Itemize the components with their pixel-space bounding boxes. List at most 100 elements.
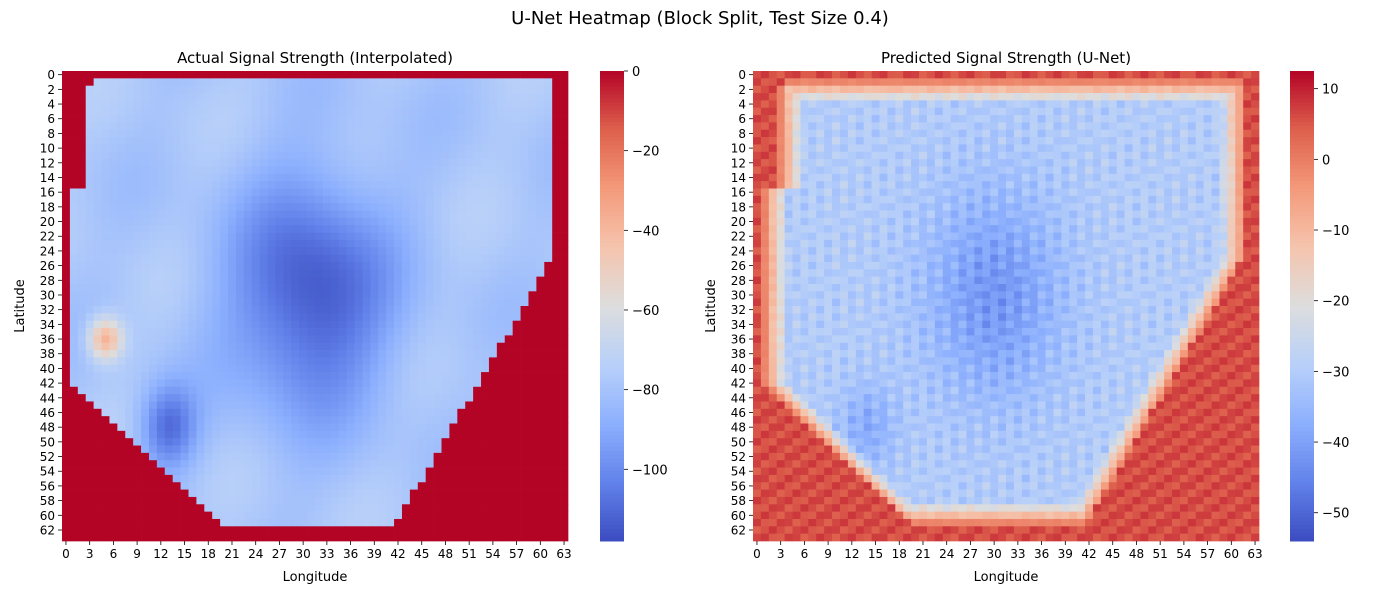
heatmap-cell — [268, 343, 276, 351]
heatmap-cell — [386, 291, 394, 299]
heatmap-cell — [465, 335, 473, 343]
heatmap-cell — [394, 247, 402, 255]
heatmap-cell — [513, 291, 521, 299]
heatmap-cell — [149, 306, 157, 314]
heatmap-cell — [268, 401, 276, 409]
heatmap-cell — [165, 93, 173, 101]
heatmap-cell — [157, 247, 165, 255]
heatmap-cell — [410, 409, 418, 417]
heatmap-cell — [1061, 108, 1069, 116]
heatmap-cell — [299, 446, 307, 454]
heatmap-cell — [793, 78, 801, 86]
heatmap-cell — [236, 512, 244, 520]
heatmap-cell — [212, 144, 220, 152]
heatmap-cell — [283, 100, 291, 108]
heatmap-cell — [1251, 122, 1259, 130]
heatmap-cell — [125, 181, 133, 189]
heatmap-cell — [418, 357, 426, 365]
heatmap-cell — [394, 357, 402, 365]
heatmap-cell — [442, 86, 450, 94]
heatmap-cell — [927, 71, 935, 79]
heatmap-cell — [536, 203, 544, 211]
heatmap-cell — [505, 504, 513, 512]
heatmap-cell — [228, 328, 236, 336]
heatmap-cell — [473, 519, 481, 527]
heatmap-cell — [465, 299, 473, 307]
heatmap-cell — [1053, 78, 1061, 86]
heatmap-cell — [109, 93, 117, 101]
heatmap-cell — [560, 262, 568, 270]
heatmap-cell — [473, 357, 481, 365]
heatmap-cell — [117, 468, 125, 476]
heatmap-cell — [521, 277, 529, 285]
heatmap-cell — [1022, 115, 1030, 123]
heatmap-cell — [189, 343, 197, 351]
heatmap-cell — [560, 306, 568, 314]
heatmap-cell — [552, 166, 560, 174]
heatmap-cell — [1069, 93, 1077, 101]
heatmap-cell — [165, 512, 173, 520]
heatmap-cell — [1046, 130, 1054, 138]
heatmap-cell — [1053, 115, 1061, 123]
heatmap-cell — [370, 78, 378, 86]
x-tick-label: 63 — [556, 547, 571, 561]
heatmap-cell — [442, 424, 450, 432]
heatmap-cell — [189, 504, 197, 512]
heatmap-cell — [426, 100, 434, 108]
heatmap-cell — [102, 299, 110, 307]
heatmap-cell — [410, 313, 418, 321]
heatmap-cell — [919, 86, 927, 94]
heatmap-cell — [513, 343, 521, 351]
heatmap-cell — [141, 401, 149, 409]
heatmap-cell — [536, 416, 544, 424]
heatmap-cell — [769, 137, 777, 145]
heatmap-cell — [323, 137, 331, 145]
heatmap-cell — [236, 409, 244, 417]
heatmap-cell — [339, 343, 347, 351]
heatmap-cell — [1196, 122, 1204, 130]
heatmap-cell — [800, 144, 808, 152]
heatmap-cell — [283, 468, 291, 476]
heatmap-cell — [761, 137, 769, 145]
heatmap-cell — [339, 482, 347, 490]
heatmap-cell — [911, 115, 919, 123]
heatmap-cell — [212, 269, 220, 277]
heatmap-cell — [62, 446, 70, 454]
heatmap-cell — [418, 299, 426, 307]
heatmap-cell — [966, 78, 974, 86]
heatmap-cell — [402, 284, 410, 292]
heatmap-cell — [181, 122, 189, 130]
heatmap-cell — [125, 299, 133, 307]
heatmap-cell — [117, 115, 125, 123]
colorbar-segment — [600, 490, 624, 494]
heatmap-cell — [157, 313, 165, 321]
heatmap-cell — [410, 343, 418, 351]
heatmap-cell — [204, 203, 212, 211]
heatmap-cell — [133, 122, 141, 130]
heatmap-cell — [426, 438, 434, 446]
heatmap-cell — [347, 519, 355, 527]
heatmap-cell — [157, 357, 165, 365]
heatmap-cell — [125, 350, 133, 358]
heatmap-cell — [212, 313, 220, 321]
heatmap-cell — [497, 299, 505, 307]
heatmap-cell — [386, 86, 394, 94]
heatmap-cell — [378, 115, 386, 123]
heatmap-cell — [521, 468, 529, 476]
heatmap-cell — [355, 255, 363, 263]
heatmap-cell — [410, 284, 418, 292]
heatmap-cell — [102, 350, 110, 358]
heatmap-cell — [62, 247, 70, 255]
heatmap-cell — [552, 174, 560, 182]
heatmap-cell — [513, 240, 521, 248]
heatmap-cell — [426, 350, 434, 358]
heatmap-cell — [331, 401, 339, 409]
heatmap-cell — [434, 482, 442, 490]
heatmap-cell — [449, 497, 457, 505]
heatmap-cell — [355, 196, 363, 204]
heatmap-cell — [62, 159, 70, 167]
heatmap-cell — [528, 71, 536, 79]
heatmap-cell — [497, 497, 505, 505]
heatmap-cell — [331, 482, 339, 490]
heatmap-cell — [220, 519, 228, 527]
